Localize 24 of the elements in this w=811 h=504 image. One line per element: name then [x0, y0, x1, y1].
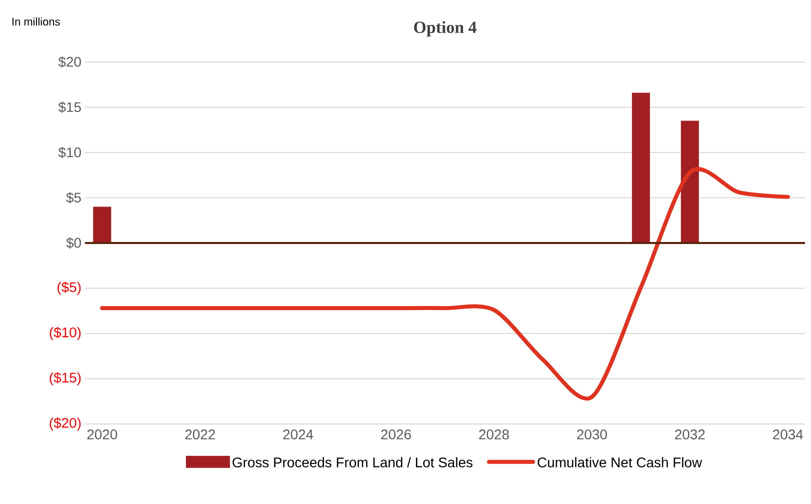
x-tick-label: 2030 — [577, 429, 607, 440]
y-tick-label: $15 — [58, 102, 81, 113]
y-tick-label: ($20) — [50, 417, 81, 431]
bar — [632, 92, 650, 243]
x-tick-label: 2028 — [479, 429, 509, 440]
legend-label: Cumulative Net Cash Flow — [538, 457, 702, 468]
y-tick-label: ($5) — [58, 282, 81, 295]
chart-title: Option 4 — [414, 21, 476, 36]
x-tick-label: 2020 — [87, 429, 118, 440]
y-tick-label: $20 — [58, 56, 81, 68]
x-tick-label: 2022 — [185, 429, 215, 440]
y-tick-label: $0 — [66, 237, 81, 249]
y-tick-label: $5 — [66, 192, 81, 204]
x-tick-label: 2024 — [283, 429, 314, 440]
text: In millions — [12, 18, 60, 26]
bar — [680, 120, 699, 243]
x-tick-label: 2026 — [381, 429, 411, 440]
bar — [93, 206, 112, 243]
x-tick-label: 2034 — [773, 429, 803, 440]
y-tick-label: ($10) — [50, 326, 81, 340]
x-tick-label: 2032 — [675, 429, 705, 440]
y-tick-label: ($15) — [50, 372, 81, 386]
legend-label: Gross Proceeds From Land / Lot Sales — [232, 457, 472, 468]
y-tick-label: $10 — [58, 146, 81, 158]
